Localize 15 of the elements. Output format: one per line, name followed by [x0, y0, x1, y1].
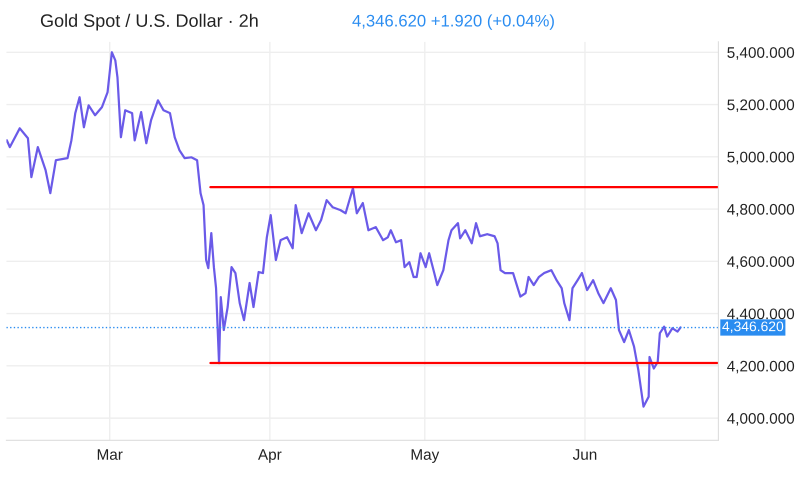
- x-tick-label: May: [412, 449, 440, 463]
- y-tick-label: 5,000.000: [727, 152, 794, 164]
- x-tick-label: Apr: [258, 449, 282, 463]
- ref-line-label: 4,346.620: [722, 321, 784, 333]
- y-tick-label: 4,400.000: [727, 308, 794, 322]
- chart-subtitle: 4,346.620 +1.920 (+0.04%): [352, 14, 554, 30]
- y-tick-label: 4,000.000: [727, 412, 794, 426]
- y-tick-label: 4,200.000: [727, 360, 794, 374]
- y-tick-label: 5,200.000: [727, 99, 794, 112]
- y-tick-label: 4,600.000: [727, 256, 794, 269]
- y-tick-label: 5,400.000: [727, 47, 794, 60]
- x-tick-label: Jun: [572, 449, 596, 460]
- x-tick-label: Mar: [98, 449, 123, 460]
- y-tick-label: 4,800.000: [727, 204, 794, 217]
- chart-title: Gold Spot / U.S. Dollar · 2h: [40, 14, 258, 31]
